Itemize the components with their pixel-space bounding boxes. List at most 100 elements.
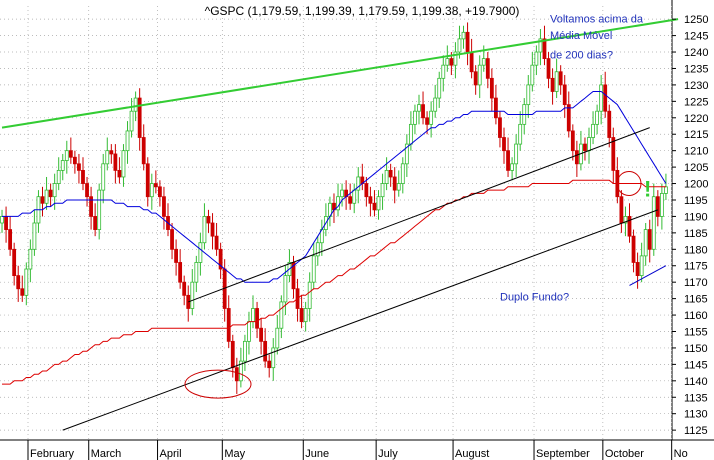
candle-body	[384, 169, 389, 184]
lower-channel-trendline	[62, 209, 659, 431]
candle-body	[631, 235, 636, 263]
candle-body	[518, 123, 523, 145]
candle-body	[117, 169, 122, 178]
y-tick-label: 1150	[684, 343, 708, 355]
candle-body	[72, 156, 77, 165]
candle-body	[607, 110, 612, 138]
candle-body	[202, 216, 207, 244]
candle-body	[400, 163, 405, 184]
y-tick-label: 1240	[684, 47, 708, 59]
candle-body	[81, 169, 85, 184]
candle-body	[198, 242, 203, 263]
y-tick-label: 1235	[684, 63, 708, 75]
candle-body	[473, 71, 478, 86]
candle-body	[299, 308, 304, 323]
candle-body	[52, 183, 57, 198]
annotation-text-line: Média Móvel	[550, 30, 612, 42]
candle-body	[141, 137, 146, 165]
candle-body	[8, 229, 13, 250]
candle-body	[271, 347, 276, 369]
candle-body	[570, 130, 575, 152]
candle-body	[352, 189, 357, 204]
candle-body	[619, 196, 624, 224]
candle-body	[388, 169, 393, 178]
y-tick-label: 1210	[684, 146, 708, 158]
moving-average-200-line	[2, 179, 666, 385]
x-tick-label: August	[455, 448, 489, 460]
candle-body	[137, 97, 142, 138]
candle-body	[368, 196, 373, 204]
candle-body	[461, 31, 466, 40]
candle-body	[12, 248, 17, 277]
candle-body	[77, 163, 81, 171]
candle-body	[113, 153, 118, 171]
candle-body	[190, 281, 195, 309]
x-tick-label: No	[674, 448, 688, 460]
candle-body	[514, 143, 519, 165]
candle-body	[498, 117, 502, 138]
candle-body	[469, 51, 474, 73]
candle-body	[303, 308, 308, 323]
candle-body	[526, 84, 531, 106]
candle-body	[449, 58, 454, 66]
y-tick-label: 1130	[684, 409, 708, 421]
candle-body	[635, 262, 640, 277]
y-tick-label: 1180	[684, 244, 708, 256]
candle-body	[28, 248, 33, 270]
candle-body	[364, 183, 369, 198]
y-tick-label: 1145	[684, 359, 708, 371]
candle-body	[655, 196, 660, 217]
y-tick-label: 1175	[684, 261, 708, 273]
candle-body	[170, 229, 174, 250]
candle-body	[24, 268, 29, 296]
candle-body	[651, 196, 656, 250]
candle-body	[149, 183, 154, 198]
candle-body	[125, 130, 130, 152]
candle-body	[129, 110, 134, 132]
candle-body	[64, 150, 69, 161]
trendlines	[1, 18, 679, 431]
candle-body	[40, 196, 45, 204]
candle-body	[433, 97, 438, 112]
annotations: Voltamos acima da Média Móvel de 200 dias?…	[184, 13, 651, 399]
candle-body	[376, 196, 381, 211]
candle-body	[611, 137, 616, 171]
grid	[0, 0, 714, 441]
candle-body	[534, 51, 539, 66]
y-tick-label: 1125	[684, 425, 708, 437]
x-tick-label: March	[91, 448, 122, 460]
candle-body	[489, 77, 494, 99]
candle-body	[639, 255, 644, 277]
candle-body	[502, 137, 506, 152]
candle-body	[380, 183, 385, 198]
candle-body	[267, 360, 272, 369]
candle-body	[226, 308, 231, 342]
annotation-double-bottom: Duplo Fundo?	[500, 292, 569, 304]
candle-body	[48, 189, 53, 198]
y-tick-label: 1160	[684, 310, 708, 322]
middle-support-trendline	[188, 127, 650, 303]
candle-body	[457, 38, 462, 53]
y-tick-label: 1205	[684, 162, 708, 174]
candle-body	[68, 150, 73, 158]
y-tick-label: 1250	[684, 14, 708, 26]
candle-body	[283, 275, 288, 303]
candle-body	[417, 104, 421, 112]
candle-body	[372, 202, 377, 211]
candle-body	[506, 150, 510, 171]
candle-body	[158, 186, 162, 198]
candle-body	[4, 216, 8, 230]
candle-body	[218, 248, 223, 270]
y-tick-label: 1155	[684, 327, 708, 339]
candle-body	[481, 58, 486, 66]
candle-body	[194, 262, 199, 283]
candle-body	[408, 123, 413, 145]
x-tick-label: May	[224, 448, 245, 460]
recent-circle-highlight	[616, 171, 642, 197]
candle-body	[32, 222, 37, 250]
candle-body	[538, 38, 543, 53]
candle-body	[441, 64, 446, 79]
y-tick-label: 1220	[684, 113, 708, 125]
annotation-text-line: de 200 dias?	[550, 50, 613, 62]
